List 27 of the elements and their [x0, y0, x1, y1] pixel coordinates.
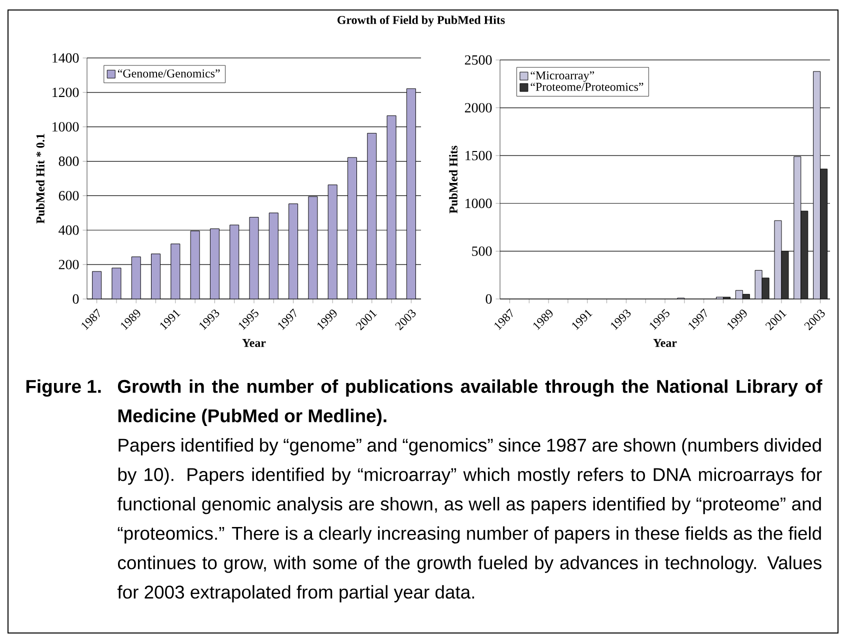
y-tick-label: 400 [58, 225, 79, 235]
y-tick-label: 800 [58, 156, 79, 166]
legend-label: “Proteome/Proteomics” [530, 82, 644, 91]
caption: Figure 1. [26, 379, 101, 397]
y-tick-label: 200 [58, 260, 79, 270]
x-axis-title: Year [242, 339, 266, 347]
y-tick-label: 0 [72, 294, 79, 304]
y-tick-label: 2000 [464, 103, 492, 112]
y-tick-label: 1000 [52, 122, 79, 132]
y-tick-label: 600 [58, 190, 79, 200]
chart-title: Growth of Field by PubMed Hits [338, 16, 505, 27]
y-tick-label: 1000 [466, 198, 492, 208]
y-tick-label: 0 [486, 294, 492, 304]
y-tick-label: 500 [472, 246, 492, 256]
text: Papers identified by “genome” and “genomics” since 1987 are shown (numbers divided by 10). Papers identified by “microarray” which mostly refers to DNA microarrays for functional genomic analysis are shown, as well as papers identified by “proteome” and “proteomics.” There is a clearly increasing number of papers in these fields as the field continues to grow, with some of the growth fueled by advances in technology. Values for 2003 extrapolated from partial year data. [117, 438, 822, 602]
legend-label: “Genome/Genomics” [118, 69, 220, 78]
x-axis-title: Year [653, 339, 677, 347]
x-tick-label: 1991 [160, 310, 181, 330]
x-tick-label: 1991 [572, 310, 592, 330]
y-axis-title: PubMed Hits [449, 146, 458, 214]
y-axis-title: PubMed Hit * 0.1 [36, 134, 45, 224]
y-tick-label: 2500 [464, 55, 492, 65]
y-tick-label: 1500 [466, 150, 492, 160]
y-tick-label: 1200 [52, 88, 79, 98]
y-tick-label: 1400 [52, 53, 79, 63]
legend-label: “Microarray” [530, 71, 594, 82]
text: Growth in the number of publications available through the National Library of Medicine (PubMed or Medline). [118, 379, 822, 426]
